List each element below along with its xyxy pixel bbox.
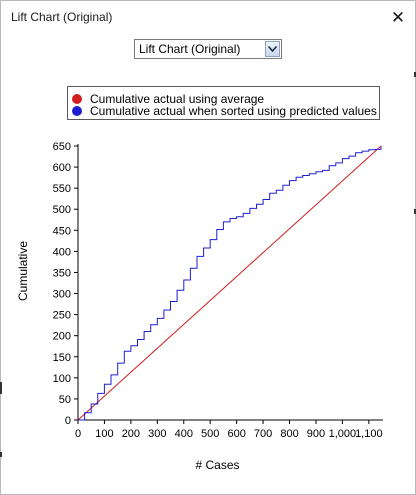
edge-mark: [414, 209, 416, 214]
x-tick-label: 900: [307, 428, 325, 440]
x-axis-title: # Cases: [195, 458, 239, 472]
window-title: Lift Chart (Original): [11, 10, 113, 24]
y-tick-label: 200: [53, 331, 71, 343]
x-tick-label: 700: [254, 428, 272, 440]
y-tick-label: 50: [59, 394, 71, 406]
x-tick-label: 100: [95, 428, 113, 440]
y-tick-label: 400: [53, 246, 71, 258]
y-tick-label: 450: [53, 225, 71, 237]
average-baseline-line: [77, 145, 382, 421]
close-icon[interactable]: ✕: [390, 8, 406, 27]
x-tick-label: 400: [175, 428, 193, 440]
y-tick-label: 350: [53, 267, 71, 279]
y-tick-label: 100: [53, 373, 71, 385]
y-axis-title: Cumulative: [16, 241, 30, 301]
y-tick-label: 550: [53, 183, 71, 195]
x-tick-label: 600: [227, 428, 245, 440]
predicted-lift-line: [78, 146, 382, 421]
y-tick-label: 0: [65, 415, 71, 427]
x-tick-label: 1,100: [355, 428, 383, 440]
x-tick-label: 0: [75, 428, 81, 440]
title-bar: Lift Chart (Original) ✕: [1, 1, 415, 35]
y-tick-label: 500: [53, 204, 71, 216]
x-tick-label: 500: [201, 428, 219, 440]
chart-type-dropdown[interactable]: Lift Chart (Original): [134, 39, 282, 59]
legend-label-average: Cumulative actual using average: [90, 92, 265, 106]
y-tick-label: 250: [53, 310, 71, 322]
edge-mark: [414, 72, 416, 77]
red-dot-icon: [72, 94, 82, 104]
y-tick-label: 650: [53, 141, 71, 153]
x-tick-label: 200: [122, 428, 140, 440]
chevron-down-icon[interactable]: [265, 41, 280, 57]
legend-item-average: Cumulative actual using average: [72, 92, 264, 106]
edge-mark: [0, 452, 2, 457]
legend-item-predicted: Cumulative actual when sorted using pred…: [72, 104, 377, 118]
y-tick-label: 150: [53, 352, 71, 364]
y-tick-label: 300: [53, 289, 71, 301]
x-tick-label: 800: [280, 428, 298, 440]
legend-label-predicted: Cumulative actual when sorted using pred…: [90, 104, 377, 118]
x-tick-label: 300: [148, 428, 166, 440]
chart-type-dropdown-value: Lift Chart (Original): [139, 42, 241, 56]
y-tick-label: 600: [53, 162, 71, 174]
edge-mark: [0, 382, 2, 394]
chart-legend: Cumulative actual using average Cumulati…: [67, 86, 380, 120]
blue-dot-icon: [72, 106, 82, 116]
x-tick-label: 1,000: [329, 428, 357, 440]
